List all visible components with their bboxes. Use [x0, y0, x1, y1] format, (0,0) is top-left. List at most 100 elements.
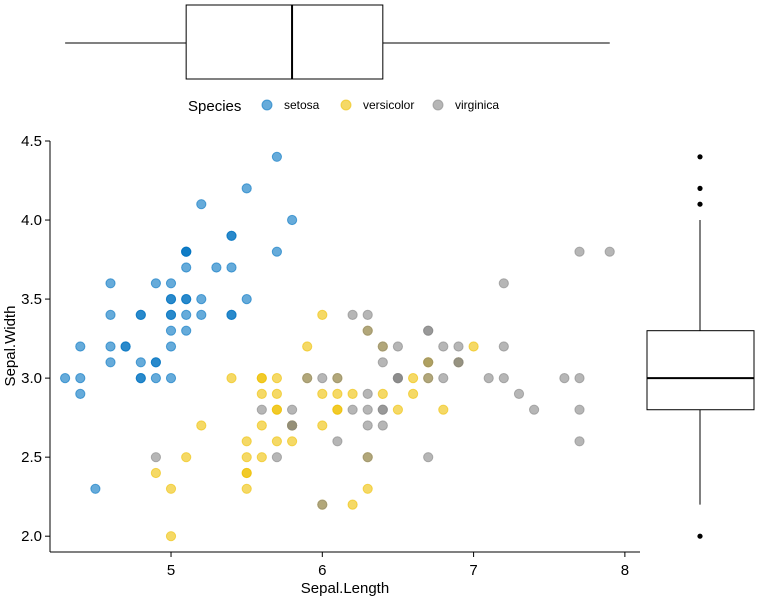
scatter-point-versicolor	[332, 404, 343, 415]
scatter-point-virginica	[423, 357, 434, 368]
scatter-point-versicolor	[181, 452, 192, 463]
scatter-point-virginica	[377, 357, 388, 368]
legend-entry-virginica: virginica	[432, 98, 499, 112]
x-axis-title: Sepal.Length	[301, 580, 389, 597]
scatter-point-versicolor	[347, 499, 358, 510]
scatter-point-virginica	[362, 404, 373, 415]
scatter-point-virginica	[498, 341, 509, 352]
scatter-point-virginica	[347, 309, 358, 320]
scatter-point-setosa	[196, 199, 207, 210]
scatter-point-setosa	[241, 183, 252, 194]
scatter-point-virginica	[604, 246, 615, 257]
y-tick-label: 2.5	[21, 449, 42, 466]
scatter-point-virginica	[377, 341, 388, 352]
scatter-point-setosa	[196, 309, 207, 320]
scatter-point-setosa	[165, 341, 177, 352]
scatter-point-versicolor	[377, 388, 388, 399]
scatter-point-setosa	[271, 151, 282, 162]
legend-entry-versicolor: versicolor	[340, 98, 414, 112]
scatter-point-setosa	[271, 246, 282, 257]
scatter-point-virginica	[317, 373, 328, 384]
scatter-point-virginica	[287, 420, 298, 431]
scatter-point-virginica	[332, 436, 343, 447]
right-boxplot-outliers	[697, 154, 703, 539]
scatter-point-virginica	[362, 388, 373, 399]
scatter-point-versicolor	[241, 483, 252, 494]
y-tick-label: 3.5	[21, 291, 42, 308]
scatter-point-versicolor	[256, 373, 267, 384]
scatter-point-virginica	[271, 452, 282, 463]
scatter-point-virginica	[574, 246, 585, 257]
scatter-point-setosa	[165, 373, 177, 384]
right-boxplot-outlier	[697, 533, 703, 539]
scatter-point-setosa	[196, 294, 207, 305]
scatter-point-versicolor	[226, 373, 237, 384]
scatter-point-setosa	[181, 309, 192, 320]
scatter-point-setosa	[105, 309, 116, 320]
scatter-point-versicolor	[362, 483, 373, 494]
scatter-point-setosa	[211, 262, 222, 273]
scatter-point-versicolor	[196, 420, 207, 431]
scatter-point-setosa	[181, 325, 192, 336]
scatter-point-setosa	[226, 230, 237, 241]
scatter-point-setosa	[165, 325, 177, 336]
scatter-point-virginica	[362, 420, 373, 431]
scatter-point-virginica	[287, 404, 298, 415]
right-boxplot-outlier	[697, 201, 703, 207]
legend-label-virginica: virginica	[455, 98, 499, 112]
y-axis-ticks: 2.0 2.5 3.0 3.5 4.0 4.5	[21, 133, 50, 545]
scatter-point-virginica	[423, 373, 434, 384]
scatter-point-setosa	[165, 278, 177, 289]
scatter-point-versicolor	[408, 373, 419, 384]
scatter-point-virginica	[438, 373, 449, 384]
scatter-point-versicolor	[287, 436, 298, 447]
legend-label-versicolor: versicolor	[363, 98, 414, 112]
scatter-point-versicolor	[317, 309, 328, 320]
top-boxplot-box	[185, 4, 384, 80]
scatter-point-virginica	[347, 404, 358, 415]
scatter-point-virginica	[529, 404, 540, 415]
scatter-point-versicolor	[302, 341, 313, 352]
scatter-point-virginica	[392, 341, 403, 352]
legend-key-virginica	[432, 99, 444, 111]
y-tick-label: 4.5	[21, 133, 42, 150]
scatter-point-virginica	[559, 373, 570, 384]
scatter-point-setosa	[90, 483, 101, 494]
scatter-point-setosa	[135, 309, 146, 320]
legend-entry-setosa: setosa	[261, 98, 320, 112]
scatter-point-setosa	[75, 373, 86, 384]
legend-key-versicolor	[340, 99, 352, 111]
scatter-point-setosa	[60, 373, 71, 384]
scatter-point-setosa	[105, 341, 116, 352]
scatter-point-versicolor	[165, 483, 177, 494]
scatter-point-virginica	[483, 373, 494, 384]
scatter-point-versicolor	[408, 388, 419, 399]
scatter-point-virginica	[453, 357, 464, 368]
scatter-point-virginica	[362, 325, 373, 336]
scatter-point-setosa	[165, 294, 177, 305]
x-tick-label: 6	[318, 562, 326, 579]
y-tick-label: 3.0	[21, 370, 42, 387]
scatter-point-setosa	[120, 341, 131, 352]
scatter-point-virginica	[498, 373, 509, 384]
scatter-point-setosa	[181, 246, 192, 257]
scatter-point-versicolor	[165, 531, 177, 542]
scatter-point-virginica	[423, 452, 434, 463]
scatter-point-virginica	[423, 325, 434, 336]
scatter-point-versicolor	[241, 467, 252, 479]
right-boxplot-box	[646, 330, 755, 411]
scatter-point-versicolor	[317, 420, 328, 431]
scatter-point-setosa	[150, 357, 161, 368]
scatter-point-setosa	[226, 309, 237, 320]
scatter-point-versicolor	[241, 452, 252, 463]
scatter-point-versicolor	[271, 373, 282, 384]
scatter-point-setosa	[150, 278, 161, 289]
scatter-points	[60, 151, 615, 542]
scatter-point-setosa	[150, 373, 161, 384]
scatter-point-setosa	[181, 294, 192, 305]
scatter-point-setosa	[226, 262, 237, 273]
right-boxplot-outlier	[697, 154, 703, 160]
scatter-point-virginica	[362, 452, 373, 463]
legend-label-setosa: setosa	[284, 98, 320, 112]
